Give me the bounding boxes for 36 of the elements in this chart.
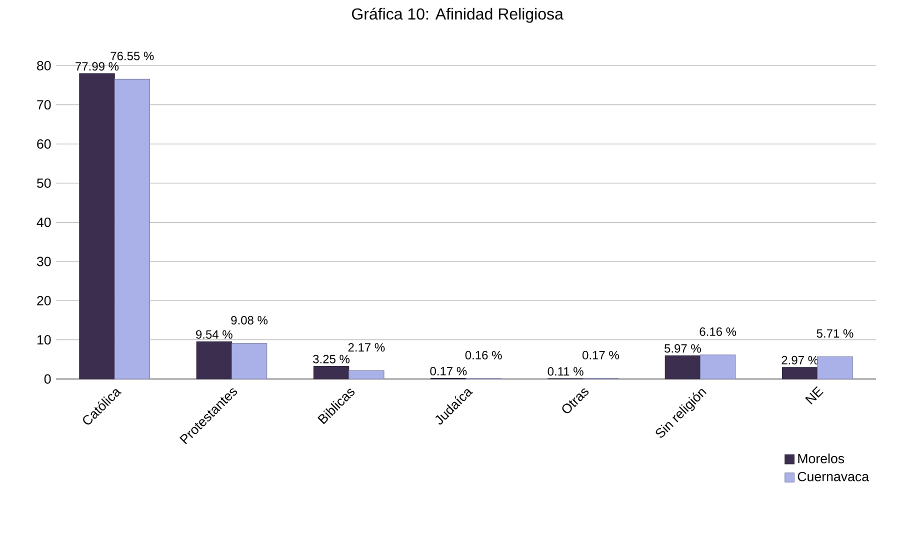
bar [196,341,232,380]
data-label: 0.11 % [548,367,584,376]
data-label: 5.71 % [816,329,854,338]
y-tick-label: 20 [37,296,51,306]
y-tick-label: 60 [37,139,51,149]
bar [348,370,384,380]
x-tick-label: NE [805,386,824,404]
y-tick-label: 40 [36,218,51,228]
y-tick-label: 50 [37,178,51,188]
data-label: 2.17 % [348,343,385,352]
y-tick-label: 30 [36,256,51,266]
bar [114,78,150,380]
bar [231,343,268,380]
bar [700,354,736,380]
data-label: 5.97 % [664,344,701,353]
data-label: 0.17 % [430,366,467,376]
data-label: 6.16 % [700,327,736,336]
legend-label: Cuernavaca [798,472,870,482]
data-label: 77.99 % [76,62,119,71]
y-tick-label: 0 [44,374,51,384]
bar [79,73,115,380]
data-label: 9.08 % [231,316,268,324]
chart-title: Gráfica 10: Afinidad Religiosa [352,8,564,23]
data-label: 0.17 % [582,350,619,360]
data-label: 76.55 % [110,52,154,60]
bar [664,355,701,380]
y-tick-label: 70 [37,100,51,110]
data-label: 9.54 % [196,330,232,339]
bar [313,366,350,380]
bar [817,356,853,380]
data-label: 0.16 % [465,350,502,360]
bar [782,367,818,380]
legend-label: Morelos [798,454,844,464]
y-tick-label: 80 [37,60,51,70]
y-tick-label: 10 [37,335,51,345]
data-label: 3.25 % [313,354,350,364]
